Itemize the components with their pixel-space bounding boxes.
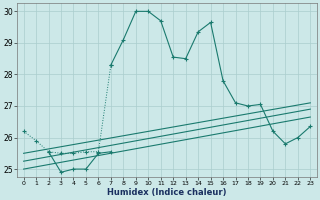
X-axis label: Humidex (Indice chaleur): Humidex (Indice chaleur) — [107, 188, 227, 197]
